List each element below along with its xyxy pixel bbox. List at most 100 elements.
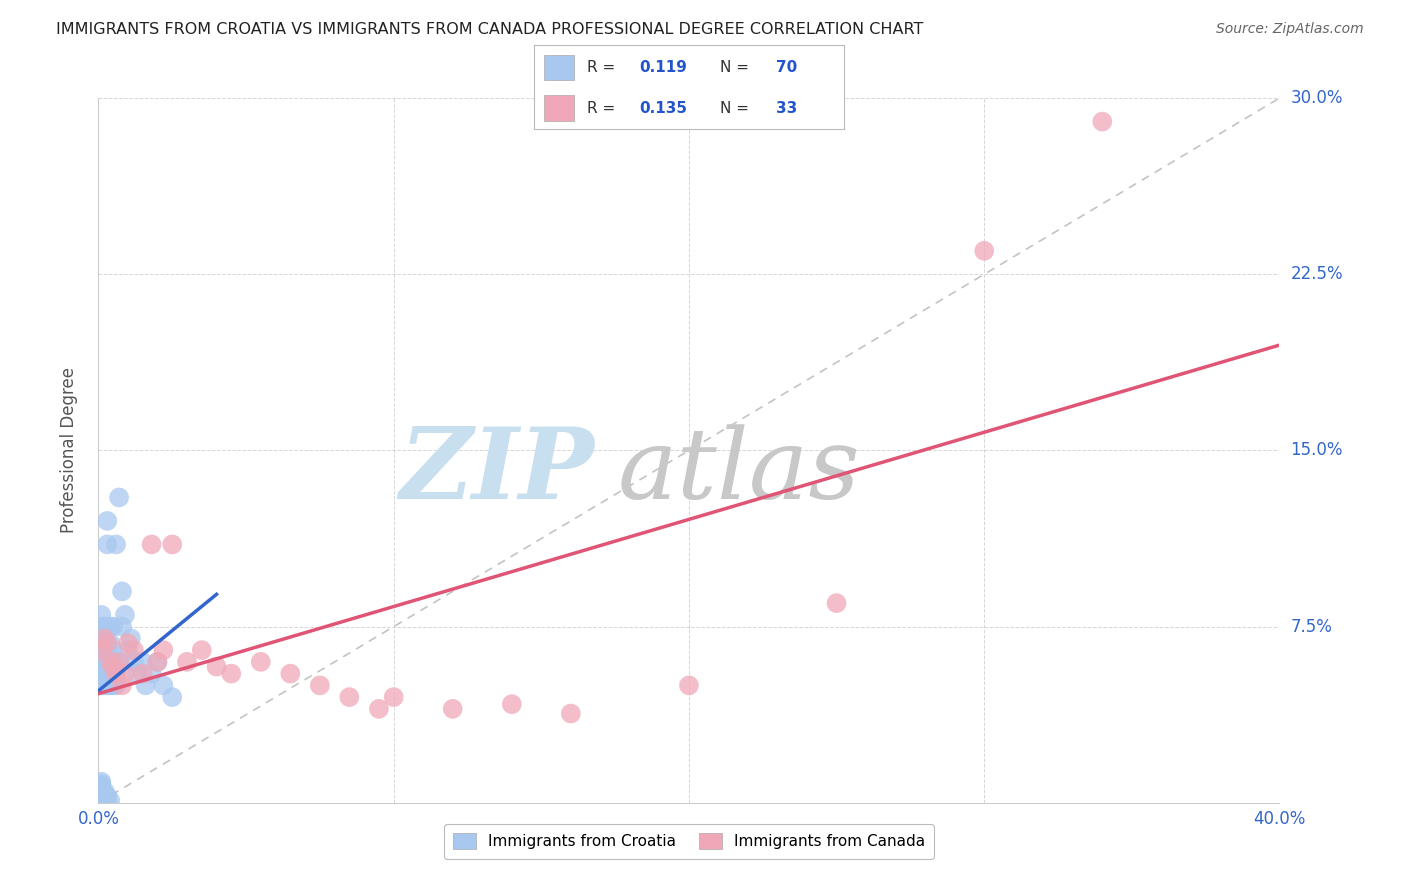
Point — [117, 636, 139, 650]
Point — [135, 678, 157, 692]
Point — [90, 643, 112, 657]
Point — [90, 643, 112, 657]
Text: Source: ZipAtlas.com: Source: ZipAtlas.com — [1216, 22, 1364, 37]
Point — [103, 678, 125, 692]
Point — [162, 537, 183, 551]
Point — [90, 659, 112, 673]
Point — [103, 659, 125, 673]
Point — [90, 636, 112, 650]
Point — [122, 643, 145, 657]
Point — [441, 702, 464, 716]
Point — [93, 793, 115, 807]
Point — [114, 666, 136, 681]
Point — [90, 666, 112, 681]
Point — [162, 690, 183, 705]
Point — [132, 666, 155, 681]
Text: N =: N = — [720, 60, 754, 75]
Point — [96, 537, 118, 551]
Point — [96, 514, 118, 528]
Point — [382, 690, 405, 705]
Text: N =: N = — [720, 101, 754, 116]
Point — [132, 655, 155, 669]
Point — [96, 659, 118, 673]
Point — [105, 678, 128, 692]
Point — [108, 655, 131, 669]
Point — [90, 793, 112, 807]
Point — [93, 643, 115, 657]
Point — [105, 537, 128, 551]
Point — [96, 789, 118, 803]
Point — [93, 784, 115, 798]
Point — [250, 655, 273, 669]
Point — [98, 666, 121, 681]
Point — [205, 659, 228, 673]
Point — [98, 650, 121, 665]
Point — [90, 678, 112, 692]
Point — [90, 619, 112, 633]
Point — [678, 678, 700, 692]
Point — [90, 777, 112, 791]
Point — [560, 706, 582, 721]
Point — [105, 666, 128, 681]
Point — [122, 655, 145, 669]
Point — [93, 789, 115, 803]
Point — [1091, 114, 1114, 128]
Point — [93, 632, 115, 646]
Point — [93, 632, 115, 646]
Point — [125, 666, 148, 681]
Y-axis label: Professional Degree: Professional Degree — [59, 368, 77, 533]
Text: 7.5%: 7.5% — [1291, 617, 1333, 636]
Point — [309, 678, 332, 692]
Point — [93, 655, 115, 669]
Point — [146, 655, 169, 669]
Point — [96, 666, 118, 681]
Point — [96, 793, 118, 807]
Point — [96, 643, 118, 657]
Point — [93, 619, 115, 633]
Point — [90, 626, 112, 640]
Point — [368, 702, 391, 716]
Point — [152, 643, 174, 657]
Bar — [544, 95, 575, 120]
Point — [96, 636, 118, 650]
Text: 0.135: 0.135 — [640, 101, 688, 116]
Legend: Immigrants from Croatia, Immigrants from Canada: Immigrants from Croatia, Immigrants from… — [444, 824, 934, 859]
Point — [120, 632, 142, 646]
Text: IMMIGRANTS FROM CROATIA VS IMMIGRANTS FROM CANADA PROFESSIONAL DEGREE CORRELATIO: IMMIGRANTS FROM CROATIA VS IMMIGRANTS FR… — [56, 22, 924, 37]
Point — [152, 678, 174, 692]
Point — [108, 491, 131, 505]
Point — [339, 690, 361, 705]
Point — [90, 607, 112, 622]
Point — [103, 643, 125, 657]
Text: 15.0%: 15.0% — [1291, 442, 1343, 459]
Point — [103, 655, 125, 669]
Text: R =: R = — [586, 101, 620, 116]
Point — [90, 791, 112, 805]
Point — [111, 619, 134, 633]
Point — [90, 786, 112, 800]
Point — [114, 607, 136, 622]
Point — [90, 632, 112, 646]
Point — [191, 643, 214, 657]
Text: 33: 33 — [776, 101, 797, 116]
Point — [98, 619, 121, 633]
Text: ZIP: ZIP — [399, 424, 595, 520]
Point — [280, 666, 302, 681]
Point — [90, 650, 112, 665]
Point — [98, 678, 121, 692]
Point — [111, 678, 134, 692]
Point — [103, 666, 125, 681]
Point — [108, 655, 131, 669]
Point — [973, 244, 995, 258]
Point — [825, 596, 848, 610]
Text: 22.5%: 22.5% — [1291, 265, 1343, 284]
Point — [90, 781, 112, 796]
Point — [93, 659, 115, 673]
Point — [98, 793, 121, 807]
Point — [146, 655, 169, 669]
Point — [117, 643, 139, 657]
Point — [141, 537, 163, 551]
Point — [90, 784, 112, 798]
Point — [96, 650, 118, 665]
Point — [98, 636, 121, 650]
